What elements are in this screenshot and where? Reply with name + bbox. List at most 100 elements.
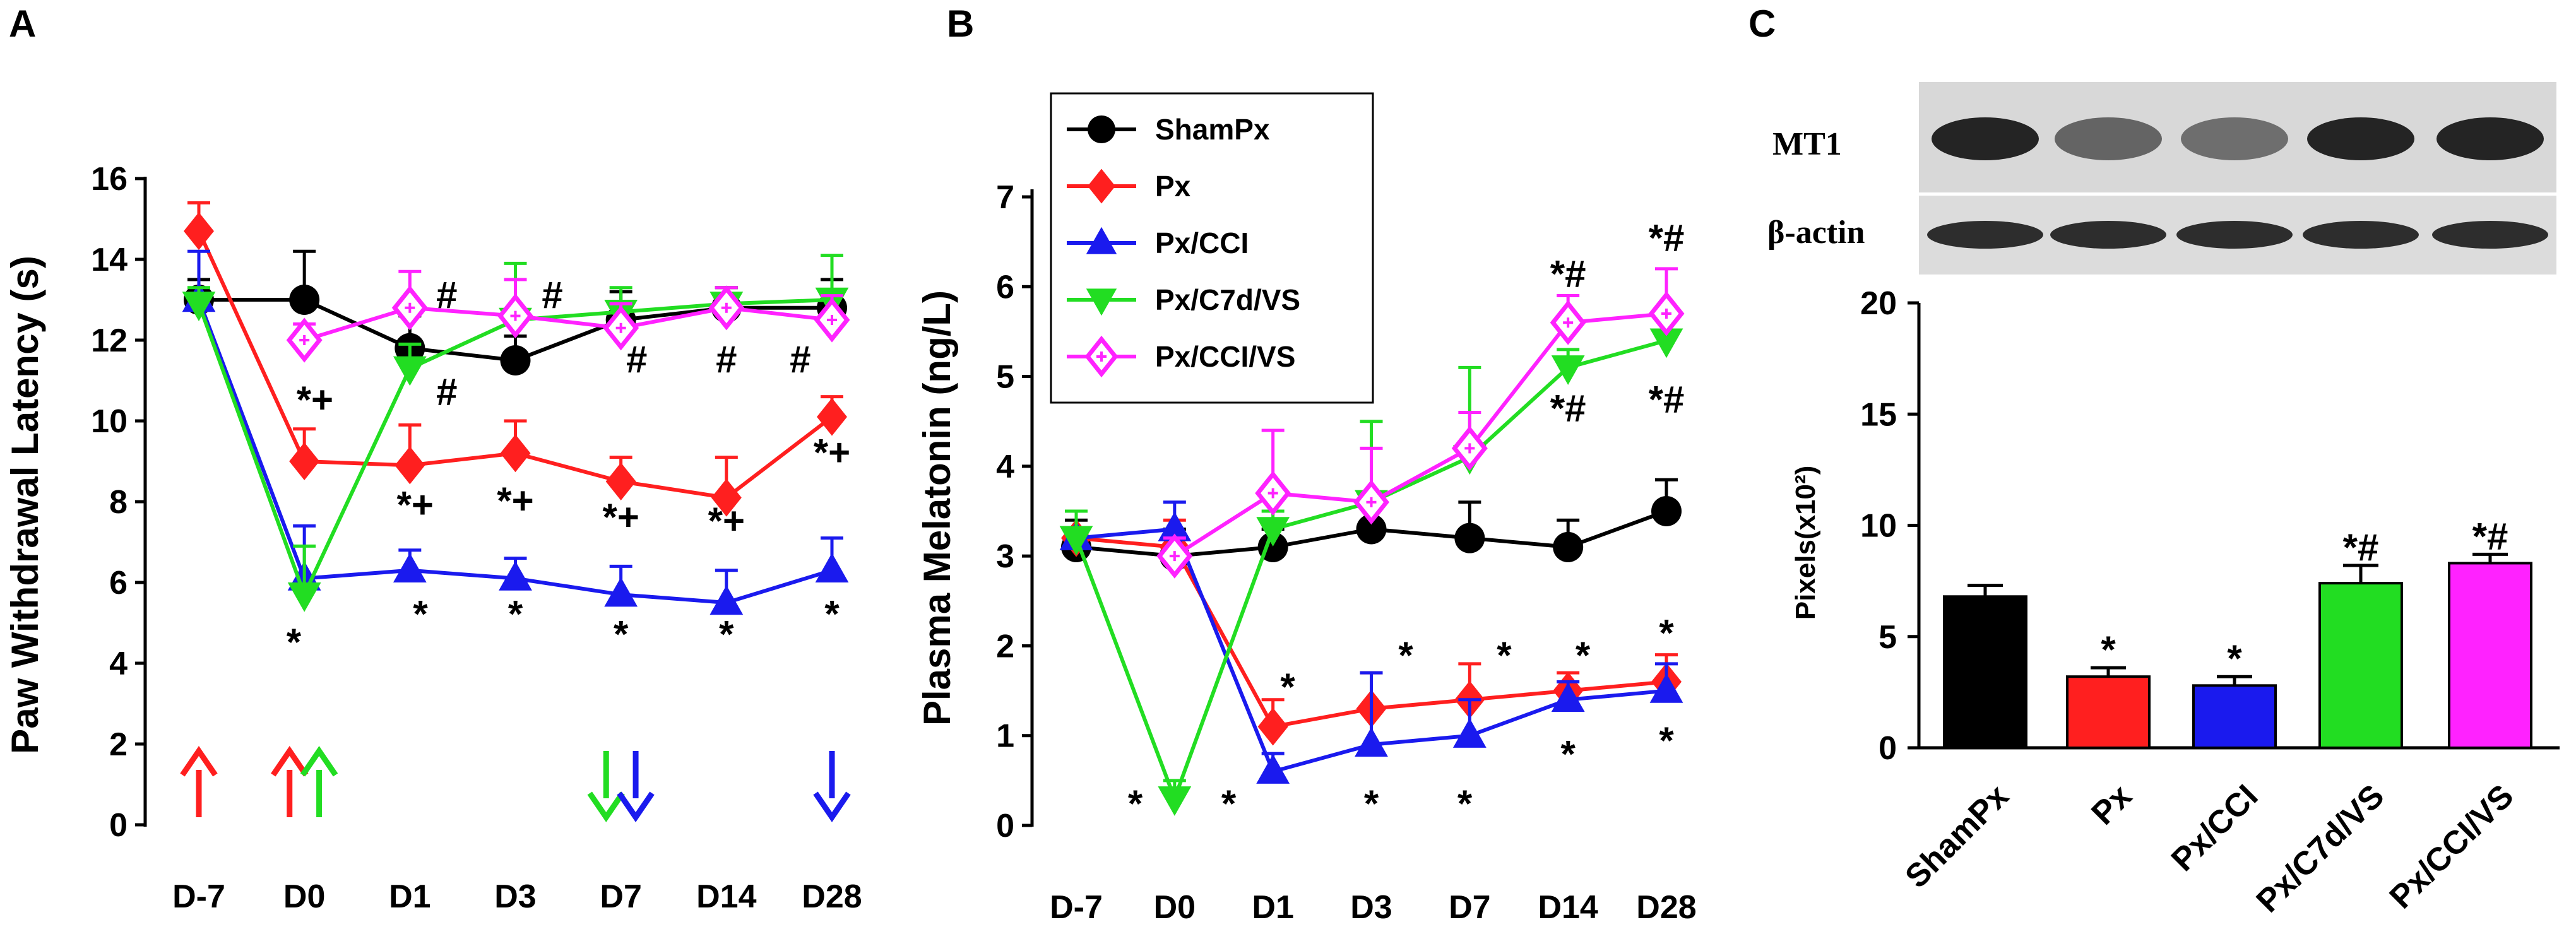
- a-point-3-2: [393, 356, 427, 386]
- a-annotation-7: *+: [497, 480, 533, 522]
- b-ytick-label-0: 0: [996, 808, 1014, 844]
- a-annotation-17: *: [824, 593, 840, 635]
- a-point-1-4: [605, 463, 636, 500]
- a-annotation-4: *+: [396, 484, 433, 526]
- arrow-4: [617, 751, 655, 822]
- panel-a-yticks: 0 2 4 6 8 10 12 14 16: [91, 161, 145, 844]
- panel-c-yticks: 0 5 10 15 20: [1860, 285, 1919, 767]
- a-point-2-3: [499, 561, 532, 591]
- mt1-band-2: [2181, 117, 2288, 160]
- a-annotation-16: *+: [814, 431, 850, 473]
- panel-c-chart: MT1 β-actin Pixels(x10²) 0 5 10 15 20 * * *# *#…: [1767, 82, 2560, 919]
- b-annotation-2: *#: [1550, 387, 1586, 430]
- panel-b-yticks: 0 1 2 3 4 5 6 7: [996, 179, 1032, 844]
- a-annotation-12: #: [716, 338, 737, 381]
- b-ytick-label-2: 2: [996, 628, 1014, 665]
- arrow-head-0: [180, 746, 218, 777]
- actin-band-4: [2432, 221, 2548, 249]
- a-annotation-11: *: [614, 613, 629, 655]
- legend-label-0: ShamPx: [1155, 113, 1270, 146]
- a-xtick-label-1: D0: [283, 878, 325, 915]
- c-bar-1: [2066, 675, 2151, 749]
- panel-a-xticks: D-7 D0 D1 D3 D7 D14 D28: [172, 878, 862, 915]
- a-point-2-2: [393, 553, 427, 582]
- arrow-0: [180, 746, 218, 817]
- a-ytick-label-2: 4: [109, 646, 128, 682]
- legend-marker-0: [1088, 115, 1115, 143]
- b-point-2-3: [1355, 727, 1388, 757]
- arrow-head-4: [617, 791, 655, 822]
- a-annotation-3: #: [436, 370, 457, 413]
- a-annotation-6: #: [542, 274, 562, 316]
- b-point-4-6: [1648, 291, 1685, 336]
- mt1-band-4: [2437, 117, 2544, 160]
- b-series-4: [1156, 267, 1685, 579]
- b-point-3-2: [1256, 517, 1290, 547]
- mt1-band-3: [2307, 117, 2414, 160]
- panel-a-annotations: *+ * # # *+ * # *+ * # *+ * # *+ * # *+ *: [287, 274, 850, 663]
- arrow-head-1: [271, 746, 309, 777]
- a-ytick-label-7: 14: [91, 242, 128, 278]
- b-ytick-label-6: 6: [996, 269, 1014, 305]
- a-annotation-9: #: [626, 338, 647, 381]
- panel-c-letter: C: [1748, 3, 1776, 45]
- arrow-5: [813, 751, 851, 822]
- b-ytick-label-7: 7: [996, 179, 1014, 216]
- actin-label: β-actin: [1767, 215, 1865, 251]
- b-point-3-1: [1158, 786, 1192, 816]
- arrow-2: [300, 746, 338, 817]
- actin-band-2: [2176, 221, 2293, 249]
- a-xtick-label-5: D14: [696, 878, 756, 915]
- a-point-3-0: [182, 292, 216, 321]
- panel-b-chart: Plasma Melatonin (ng/L) 0 1 2 3 4 5 6 7 D-7 D0 D1…: [916, 92, 1697, 926]
- b-point-4-5: [1550, 300, 1586, 345]
- arrow-1: [271, 746, 309, 817]
- c-bar-3: [2318, 582, 2403, 750]
- panel-c-bars: * * *# *#: [1943, 515, 2532, 750]
- a-annotation-14: *: [719, 613, 734, 655]
- a-point-1-1: [289, 442, 320, 480]
- b-annotation-1: *#: [1550, 252, 1586, 295]
- c-xtick-label-1: Px: [2084, 777, 2139, 832]
- a-series-1: [184, 201, 847, 517]
- c-annotation-1: *: [2101, 629, 2116, 671]
- b-annotation-13: *: [1560, 733, 1576, 776]
- a-annotation-13: *+: [708, 500, 745, 542]
- a-annotation-5: *: [413, 593, 428, 635]
- a-point-2-4: [604, 577, 638, 607]
- a-series-4: [286, 269, 850, 363]
- b-annotation-10: *: [1221, 783, 1237, 825]
- b-point-3-0: [1059, 526, 1093, 556]
- a-ytick-label-3: 6: [109, 565, 128, 601]
- legend-marker-3: [1086, 288, 1117, 316]
- a-annotation-1: *: [287, 621, 302, 663]
- mt1-band-1: [2055, 117, 2162, 160]
- panel-b-letter: B: [947, 3, 974, 45]
- c-xtick-label-3: Px/C7d/VS: [2250, 777, 2392, 919]
- blot-bands: [1927, 117, 2548, 249]
- b-annotation-9: *: [1128, 783, 1143, 825]
- c-ytick-label-4: 20: [1860, 285, 1897, 322]
- panel-a-series: [182, 201, 850, 615]
- b-point-2-5: [1551, 682, 1585, 712]
- b-point-4-2: [1255, 470, 1291, 516]
- b-xtick-label-1: D0: [1154, 889, 1196, 926]
- panel-c-ylabel: Pixels(x10²): [1790, 466, 1821, 620]
- a-point-4-6: [814, 297, 850, 343]
- c-annotation-3: *#: [2343, 526, 2379, 569]
- a-ytick-label-0: 0: [109, 807, 128, 844]
- a-point-4-2: [391, 285, 428, 331]
- actin-band-3: [2303, 221, 2419, 249]
- c-xtick-label-2: Px/CCI: [2164, 777, 2265, 878]
- a-annotation-2: #: [436, 274, 457, 316]
- c-bar-0: [1943, 595, 2027, 749]
- legend-marker-4: [1084, 335, 1119, 378]
- a-ytick-label-1: 2: [109, 726, 128, 763]
- c-xtick-label-4: Px/CCI/VS: [2383, 777, 2521, 916]
- b-annotation-5: *: [1398, 634, 1413, 676]
- legend-label-3: Px/C7d/VS: [1155, 283, 1300, 316]
- c-bar-2: [2192, 684, 2277, 750]
- panel-a-chart: Paw Withdrawal Latency (s) 0 2 4 6 8 10 12 14 16…: [4, 161, 862, 915]
- b-point-3-5: [1551, 355, 1585, 385]
